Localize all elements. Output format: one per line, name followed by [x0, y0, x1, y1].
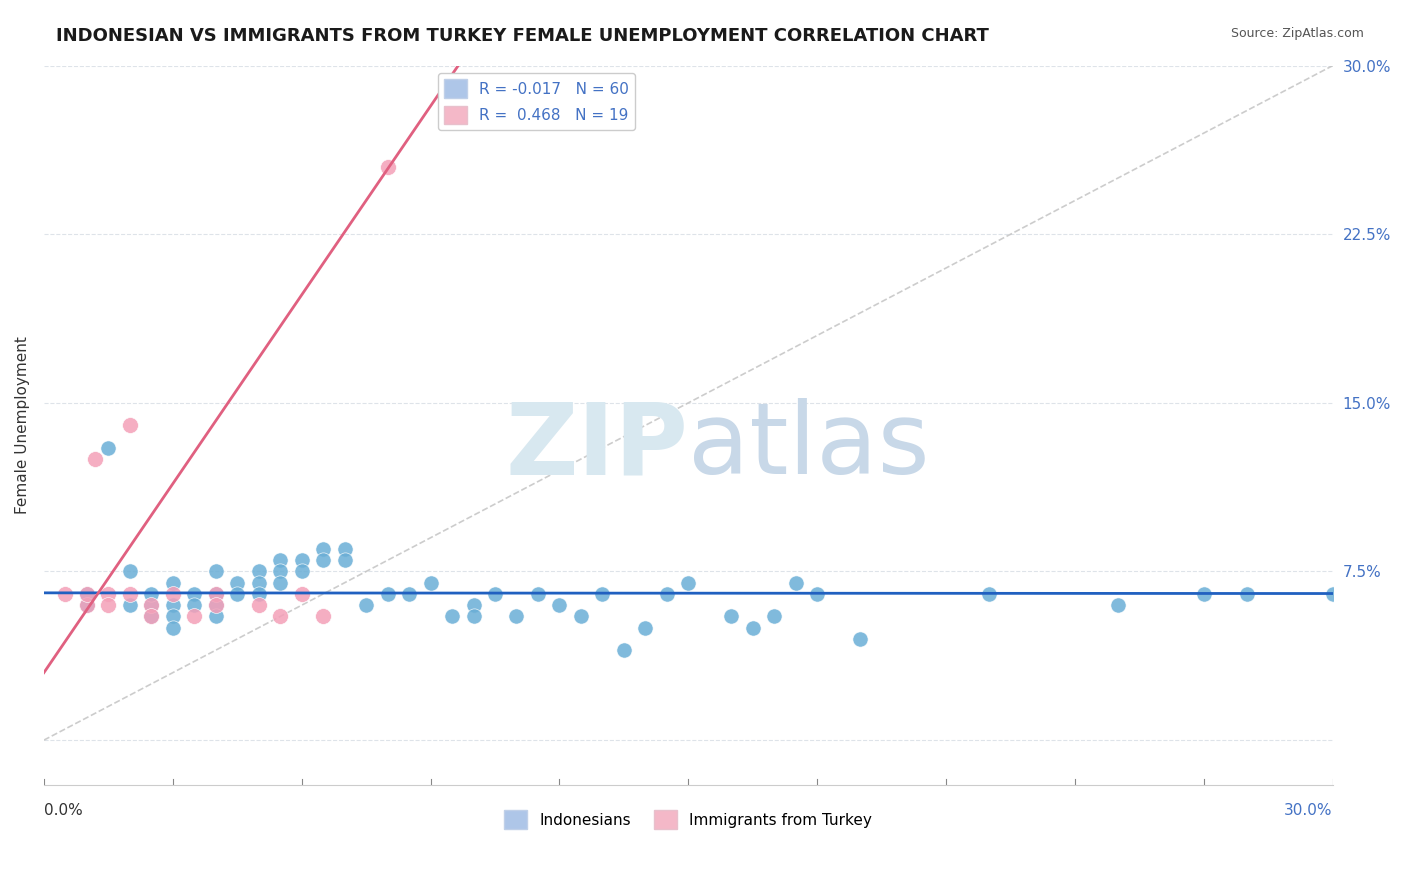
Point	[333, 553, 356, 567]
Point	[678, 575, 700, 590]
Point	[97, 441, 120, 455]
Point	[785, 575, 807, 590]
Point	[806, 587, 828, 601]
Point	[141, 609, 163, 624]
Point	[76, 587, 98, 601]
Point	[141, 598, 163, 612]
Point	[204, 587, 226, 601]
Point	[162, 621, 184, 635]
Point	[1322, 587, 1344, 601]
Point	[76, 598, 98, 612]
Point	[76, 598, 98, 612]
Point	[204, 598, 226, 612]
Point	[1192, 587, 1215, 601]
Point	[141, 587, 163, 601]
Point	[849, 632, 872, 646]
Point	[291, 587, 314, 601]
Point	[226, 587, 249, 601]
Point	[591, 587, 613, 601]
Point	[977, 587, 1000, 601]
Point	[141, 598, 163, 612]
Point	[269, 575, 291, 590]
Point	[527, 587, 550, 601]
Point	[162, 587, 184, 601]
Text: 0.0%: 0.0%	[44, 803, 83, 818]
Point	[613, 643, 636, 657]
Point	[505, 609, 527, 624]
Point	[312, 541, 335, 556]
Point	[1107, 598, 1129, 612]
Point	[162, 598, 184, 612]
Point	[377, 587, 399, 601]
Point	[141, 609, 163, 624]
Point	[183, 598, 205, 612]
Point	[247, 598, 270, 612]
Point	[247, 587, 270, 601]
Point	[655, 587, 678, 601]
Point	[118, 565, 141, 579]
Point	[312, 609, 335, 624]
Point	[162, 609, 184, 624]
Point	[720, 609, 742, 624]
Point	[398, 587, 420, 601]
Text: Source: ZipAtlas.com: Source: ZipAtlas.com	[1230, 27, 1364, 40]
Point	[204, 598, 226, 612]
Text: 30.0%: 30.0%	[1284, 803, 1333, 818]
Point	[741, 621, 763, 635]
Point	[463, 609, 485, 624]
Point	[312, 553, 335, 567]
Point	[291, 553, 314, 567]
Point	[118, 587, 141, 601]
Point	[441, 609, 464, 624]
Text: INDONESIAN VS IMMIGRANTS FROM TURKEY FEMALE UNEMPLOYMENT CORRELATION CHART: INDONESIAN VS IMMIGRANTS FROM TURKEY FEM…	[56, 27, 988, 45]
Point	[548, 598, 571, 612]
Point	[484, 587, 506, 601]
Point	[118, 418, 141, 433]
Point	[162, 575, 184, 590]
Point	[204, 565, 226, 579]
Point	[569, 609, 592, 624]
Point	[183, 609, 205, 624]
Text: atlas: atlas	[689, 399, 929, 495]
Point	[53, 587, 76, 601]
Y-axis label: Female Unemployment: Female Unemployment	[15, 336, 30, 515]
Point	[84, 452, 107, 467]
Point	[269, 565, 291, 579]
Point	[763, 609, 786, 624]
Point	[247, 575, 270, 590]
Point	[634, 621, 657, 635]
Point	[269, 609, 291, 624]
Point	[76, 587, 98, 601]
Point	[419, 575, 441, 590]
Point	[97, 587, 120, 601]
Text: ZIP: ZIP	[506, 399, 689, 495]
Point	[204, 609, 226, 624]
Point	[333, 541, 356, 556]
Point	[97, 598, 120, 612]
Point	[291, 565, 314, 579]
Point	[118, 598, 141, 612]
Point	[1236, 587, 1258, 601]
Point	[183, 587, 205, 601]
Point	[247, 565, 270, 579]
Point	[354, 598, 377, 612]
Point	[204, 587, 226, 601]
Point	[269, 553, 291, 567]
Legend: Indonesians, Immigrants from Turkey: Indonesians, Immigrants from Turkey	[498, 805, 879, 835]
Point	[226, 575, 249, 590]
Point	[463, 598, 485, 612]
Point	[377, 160, 399, 174]
